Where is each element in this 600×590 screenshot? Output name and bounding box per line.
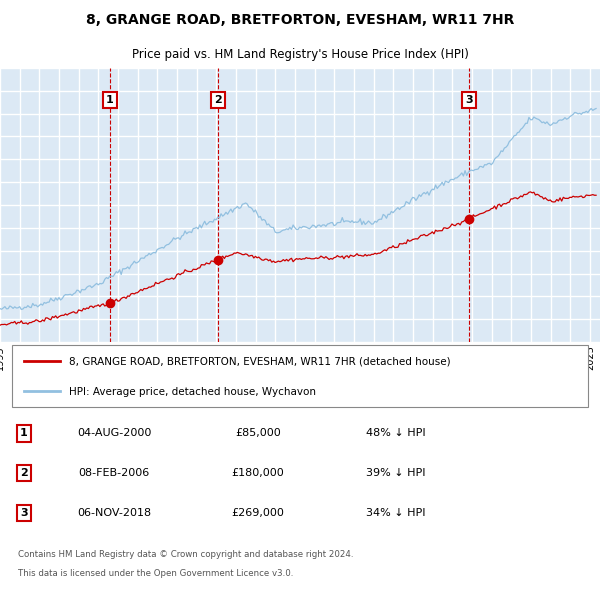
Text: £180,000: £180,000: [232, 468, 284, 478]
Text: 08-FEB-2006: 08-FEB-2006: [79, 468, 149, 478]
Text: £269,000: £269,000: [232, 507, 284, 517]
Text: Price paid vs. HM Land Registry's House Price Index (HPI): Price paid vs. HM Land Registry's House …: [131, 48, 469, 61]
Text: This data is licensed under the Open Government Licence v3.0.: This data is licensed under the Open Gov…: [18, 569, 293, 578]
Text: 04-AUG-2000: 04-AUG-2000: [77, 428, 151, 438]
Text: 1: 1: [20, 428, 28, 438]
Text: 2: 2: [20, 468, 28, 478]
Text: 1: 1: [106, 95, 113, 105]
Text: Contains HM Land Registry data © Crown copyright and database right 2024.: Contains HM Land Registry data © Crown c…: [18, 549, 353, 559]
FancyBboxPatch shape: [12, 345, 588, 407]
Text: 8, GRANGE ROAD, BRETFORTON, EVESHAM, WR11 7HR: 8, GRANGE ROAD, BRETFORTON, EVESHAM, WR1…: [86, 14, 514, 27]
Text: 3: 3: [465, 95, 473, 105]
Text: 39% ↓ HPI: 39% ↓ HPI: [366, 468, 426, 478]
Text: HPI: Average price, detached house, Wychavon: HPI: Average price, detached house, Wych…: [69, 386, 316, 396]
Text: 34% ↓ HPI: 34% ↓ HPI: [366, 507, 426, 517]
Text: 2: 2: [214, 95, 222, 105]
Text: £85,000: £85,000: [235, 428, 281, 438]
Text: 3: 3: [20, 507, 28, 517]
Text: 48% ↓ HPI: 48% ↓ HPI: [366, 428, 426, 438]
Text: 8, GRANGE ROAD, BRETFORTON, EVESHAM, WR11 7HR (detached house): 8, GRANGE ROAD, BRETFORTON, EVESHAM, WR1…: [69, 357, 451, 367]
Text: 06-NOV-2018: 06-NOV-2018: [77, 507, 151, 517]
